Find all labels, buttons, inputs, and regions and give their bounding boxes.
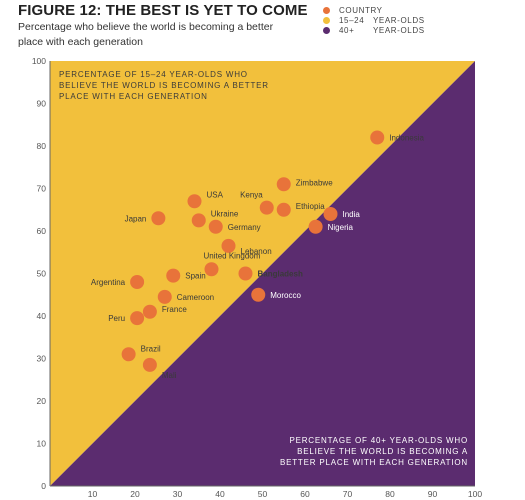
data-point-label: Germany [228,223,261,232]
data-point [142,357,157,372]
y-tick-label: 100 [32,56,46,66]
y-tick-label: 80 [37,141,47,151]
legend-swatch-15-24 [323,16,330,24]
figure-header: FIGURE 12: THE BEST IS YET TO COME Perce… [18,2,308,50]
x-tick-label: 80 [385,489,395,499]
data-point [151,211,166,226]
x-tick-label: 60 [300,489,310,499]
legend-label-country: COUNTRY [339,5,383,15]
data-point [370,130,385,145]
data-point [221,238,236,253]
y-tick-label: 60 [37,226,47,236]
data-point [238,266,253,281]
x-tick-label: 100 [468,489,482,499]
legend: COUNTRY 15–24 YEAR-OLDS 40+ YEAR-OLDS [323,5,425,35]
data-point [208,219,223,234]
data-point [259,200,274,215]
data-point [323,207,338,221]
data-point-label: United Kingdom [204,251,261,260]
legend-group-40-plus: YEAR-OLDS [373,25,425,35]
legend-group-15-24: YEAR-OLDS [373,15,425,25]
data-point-label: Nigeria [328,223,354,232]
data-point-label: India [343,210,361,219]
legend-label-40-plus: 40+ [339,25,355,35]
data-point-label: Ukraine [211,209,239,218]
data-point-label: Kenya [240,191,263,200]
y-tick-label: 90 [37,99,47,109]
data-point-label: Cameroon [177,293,214,302]
data-point-label: Brazil [141,344,161,353]
y-tick-label: 20 [37,396,47,406]
data-point [121,347,136,362]
legend-label-15-24: 15–24 [339,15,365,25]
data-point [187,194,202,209]
data-point-label: Lebanon [241,247,272,256]
figure-subtitle-line-2: place with each generation [18,36,143,48]
data-point-label: Peru [108,314,125,323]
region-label-15-24-line: PERCENTAGE OF 15–24 YEAR-OLDS WHO [59,70,248,79]
x-tick-label: 20 [130,489,140,499]
data-point-label: Bangladesh [258,270,303,279]
data-point-label: Morocco [270,291,301,300]
y-tick-label: 30 [37,354,47,364]
x-tick-label: 90 [428,489,438,499]
legend-swatch-country [323,6,330,14]
region-label-15-24-line: BELIEVE THE WORLD IS BECOMING A BETTER [59,81,269,90]
data-point [251,287,266,302]
data-point [157,289,172,304]
x-tick-label: 10 [88,489,98,499]
data-point [130,311,145,326]
data-point-label: Japan [125,214,147,223]
figure-subtitle-line-1: Percentage who believe the world is beco… [18,21,274,33]
y-tick-label: 50 [37,269,47,279]
data-point-label: France [162,305,187,314]
legend-swatch-40-plus [323,26,330,34]
y-tick-label: 0 [41,481,46,491]
data-point-label: Indonesia [389,134,424,143]
data-point [276,177,291,192]
y-tick-label: 70 [37,184,47,194]
data-point [130,275,145,289]
legend-item-40-plus: 40+ YEAR-OLDS [323,25,425,35]
data-point [166,268,181,283]
x-tick-label: 50 [258,489,268,499]
x-tick-label: 30 [173,489,183,499]
data-point-label: Mali [162,371,177,380]
figure-title: FIGURE 12: THE BEST IS YET TO COME [18,2,308,19]
data-point [308,219,323,234]
data-point-label: USA [207,190,224,199]
figure-subtitle: Percentage who believe the world is beco… [18,20,308,50]
data-point [276,202,291,217]
x-tick-label: 40 [215,489,225,499]
y-tick-label: 10 [37,439,47,449]
x-tick-label: 70 [343,489,353,499]
region-label-40-plus-line: BELIEVE THE WORLD IS BECOMING A [297,447,468,456]
legend-item-15-24: 15–24 YEAR-OLDS [323,15,425,25]
data-point [204,262,219,277]
region-label-15-24-line: PLACE WITH EACH GENERATION [59,92,208,101]
data-point [142,304,157,319]
data-point-label: Spain [185,272,205,281]
legend-item-country: COUNTRY [323,5,425,15]
data-point-label: Zimbabwe [296,178,333,187]
region-label-40-plus-line: PERCENTAGE OF 40+ YEAR-OLDS WHO [289,436,468,445]
data-point-label: Argentina [91,278,126,287]
y-tick-label: 40 [37,311,47,321]
data-point-label: Ethiopia [296,202,325,211]
region-label-40-plus-line: BETTER PLACE WITH EACH GENERATION [280,458,468,467]
data-point [191,213,206,228]
region-40-plus [50,61,475,486]
